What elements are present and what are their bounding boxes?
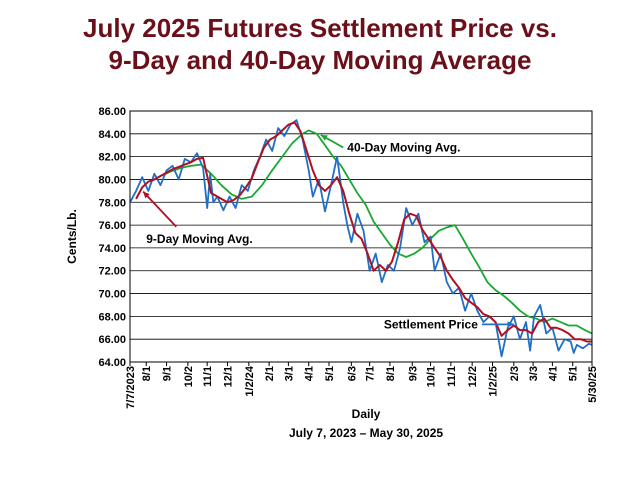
x-tick-label: 6/3 bbox=[346, 366, 358, 381]
x-tick-label: 2/3 bbox=[509, 366, 521, 381]
x-tick-labels: 7/7/2023 8/1 9/1 10/2 11/1 12/1 1/2/24 2/1 3/1 4/… bbox=[125, 362, 599, 409]
x-tick-label: 12/1 bbox=[222, 366, 234, 387]
x-tick-label: 2/1 bbox=[264, 366, 276, 381]
x-tick-label: 11/1 bbox=[446, 366, 458, 387]
x-axis-label: Daily bbox=[352, 407, 381, 421]
y-tick-label: 70.00 bbox=[98, 289, 126, 301]
x-tick-label: 10/1 bbox=[426, 366, 438, 387]
annotation-ma9: 9-Day Moving Avg. bbox=[146, 232, 252, 246]
x-tick-label: 3/1 bbox=[283, 366, 295, 381]
plot-frame bbox=[129, 110, 593, 363]
y-tick-label: 68.00 bbox=[98, 311, 126, 323]
y-tick-label: 64.00 bbox=[98, 357, 126, 369]
y-tick-labels: 64.00 66.00 68.00 70.00 72.00 74.00 76.00 78.00… bbox=[98, 106, 126, 369]
chart-title-line2: 9-Day and 40-Day Moving Average bbox=[108, 45, 532, 75]
x-tick-label: 12/2 bbox=[467, 366, 479, 387]
x-tick-label: 4/1 bbox=[304, 366, 316, 381]
annotation-ma40: 40-Day Moving Avg. bbox=[347, 141, 460, 155]
x-tick-label: 9/1 bbox=[162, 366, 174, 381]
annotation-arrowhead bbox=[320, 134, 328, 141]
chart-title-line1: July 2025 Futures Settlement Price vs. bbox=[83, 13, 557, 43]
x-tick-label: 11/1 bbox=[202, 366, 214, 387]
series-line-ma9 bbox=[135, 121, 592, 343]
x-tick-label: 10/2 bbox=[183, 366, 195, 387]
y-tick-label: 82.00 bbox=[98, 152, 126, 164]
series-lines bbox=[129, 119, 593, 358]
x-tick-label: 9/3 bbox=[407, 366, 419, 381]
x-tick-label: 7/1 bbox=[365, 366, 377, 381]
annotation-arrowhead bbox=[507, 321, 514, 328]
y-tick-label: 76.00 bbox=[98, 220, 126, 232]
y-tick-label: 78.00 bbox=[98, 197, 126, 209]
x-tick-label: 5/1 bbox=[568, 366, 580, 381]
y-tick-label: 80.00 bbox=[98, 174, 126, 186]
x-tick-label: 1/2/25 bbox=[487, 366, 499, 397]
annotation-arrowhead bbox=[143, 191, 150, 199]
x-tick-label: 3/3 bbox=[528, 366, 540, 381]
annotation-arrow bbox=[142, 190, 177, 228]
x-tick-label: 1/2/24 bbox=[244, 365, 256, 396]
x-tick-label: 5/30/25 bbox=[587, 366, 599, 403]
y-tick-label: 84.00 bbox=[98, 129, 126, 141]
y-tick-label: 72.00 bbox=[98, 266, 126, 278]
x-tick-label: 5/1 bbox=[324, 366, 336, 381]
y-tick-label: 74.00 bbox=[98, 243, 126, 255]
x-tick-label: 8/1 bbox=[385, 366, 397, 381]
annotations: 40-Day Moving Avg. 9-Day Moving Avg. Settl… bbox=[142, 134, 514, 331]
x-tick-label: 8/1 bbox=[141, 366, 153, 381]
x-tick-label: 7/7/2023 bbox=[125, 366, 137, 409]
y-axis-label: Cents/Lb. bbox=[65, 209, 79, 264]
x-axis-subtitle: July 7, 2023 – May 30, 2025 bbox=[289, 426, 443, 440]
annotation-settlement: Settlement Price bbox=[384, 317, 478, 331]
y-tick-label: 86.00 bbox=[98, 106, 126, 118]
x-tick-label: 4/1 bbox=[547, 366, 559, 381]
y-tick-label: 66.00 bbox=[98, 334, 126, 346]
